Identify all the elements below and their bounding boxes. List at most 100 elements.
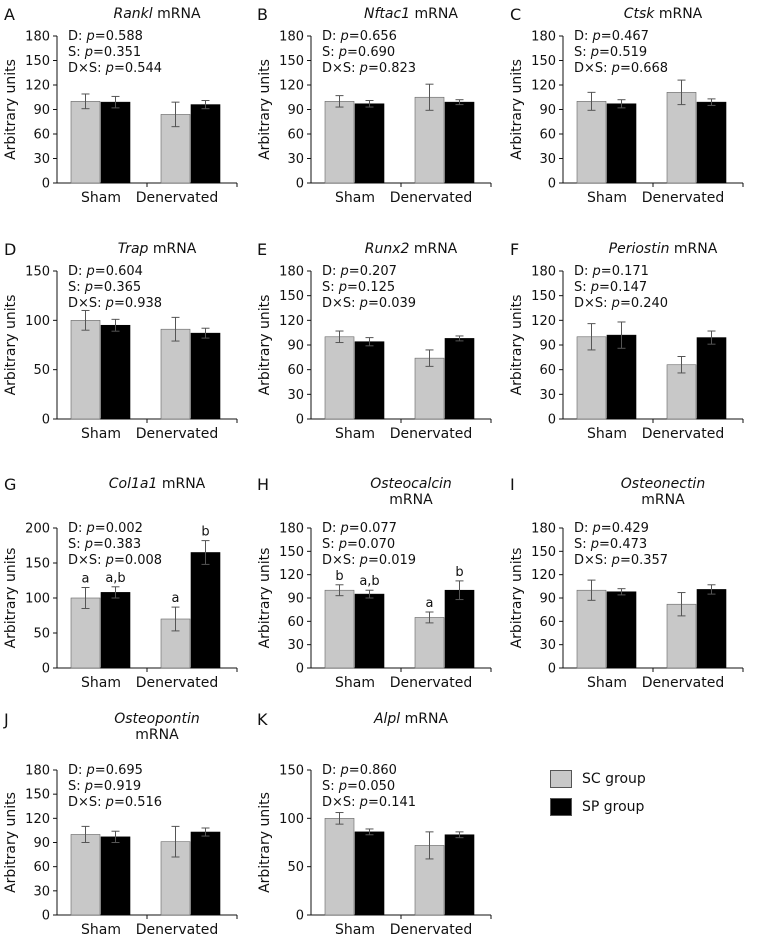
stat-line: D×S: p=0.516: [68, 795, 162, 810]
stat-p-symbol: p: [84, 537, 93, 552]
y-tick-label: 30: [287, 388, 304, 403]
x-tick-label: Denervated: [136, 190, 219, 206]
y-tick-label: 60: [33, 128, 50, 143]
chart-title: Col1a1 mRNA: [109, 476, 206, 492]
stat-p-symbol: p: [592, 29, 601, 44]
stat-line: S: p=0.473: [574, 537, 647, 552]
stat-line: D: p=0.002: [68, 521, 143, 536]
y-tick-label: 150: [279, 54, 304, 69]
stat-p-value: =0.039: [368, 296, 416, 311]
bar-sp: [606, 103, 637, 184]
x-tick-label: Denervated: [136, 426, 219, 442]
panel-letter: H: [257, 475, 269, 494]
significance-letter: b: [201, 525, 209, 540]
stat-line: D×S: p=0.668: [574, 61, 668, 76]
significance-letter: a: [172, 591, 180, 606]
y-tick-label: 100: [25, 314, 50, 329]
chart-title-gene: Nftac1: [364, 6, 410, 22]
bar-sc: [160, 328, 191, 420]
bar-sc: [324, 818, 355, 916]
y-tick-label: 30: [33, 152, 50, 167]
y-tick-label: 150: [25, 265, 50, 280]
bar-sp: [606, 591, 637, 669]
legend-label-sc: SC group: [582, 771, 646, 787]
stat-p-value: =0.467: [601, 29, 649, 44]
stat-p-value: =0.141: [368, 795, 416, 810]
stat-label: D×S:: [68, 795, 106, 810]
y-tick-label: 60: [287, 128, 304, 143]
stat-label: S:: [68, 779, 85, 794]
stat-p-value: =0.690: [347, 45, 395, 60]
y-tick-label: 30: [33, 884, 50, 899]
stat-p-symbol: p: [338, 779, 347, 794]
y-tick-label: 90: [539, 339, 556, 354]
x-tick-label: Sham: [335, 426, 375, 442]
x-tick-label: Denervated: [136, 922, 219, 934]
bar-sp: [354, 593, 385, 669]
panel-letter: C: [510, 5, 521, 24]
chart-title: Runx2 mRNA: [365, 241, 458, 257]
stat-line: S: p=0.125: [322, 280, 395, 295]
stat-p-symbol: p: [359, 61, 368, 76]
y-tick-label: 120: [531, 314, 556, 329]
y-tick-label: 120: [279, 79, 304, 94]
y-tick-label: 90: [539, 103, 556, 118]
y-tick-label: 50: [287, 860, 304, 875]
stat-line: D×S: p=0.357: [574, 553, 668, 568]
stat-p-value: =0.070: [347, 537, 395, 552]
stat-label: S:: [68, 537, 85, 552]
x-tick-label: Denervated: [136, 675, 219, 691]
y-tick-label: 60: [539, 363, 556, 378]
bar-sc: [324, 101, 355, 184]
stat-p-value: =0.919: [93, 779, 141, 794]
stat-label: D×S:: [574, 296, 612, 311]
y-tick-label: 0: [42, 909, 50, 924]
stat-p-value: =0.544: [114, 61, 162, 76]
stat-label: D:: [68, 763, 87, 778]
y-tick-label: 150: [531, 545, 556, 560]
y-axis-label: Arbitrary units: [257, 59, 273, 160]
y-tick-label: 60: [33, 860, 50, 875]
stat-p-value: =0.519: [599, 45, 647, 60]
stat-line: S: p=0.919: [68, 779, 141, 794]
stat-line: S: p=0.351: [68, 45, 141, 60]
stat-p-symbol: p: [86, 264, 95, 279]
stat-label: D:: [574, 29, 593, 44]
y-tick-label: 90: [33, 103, 50, 118]
stat-p-value: =0.008: [114, 553, 162, 568]
stat-p-symbol: p: [84, 45, 93, 60]
stat-line: D×S: p=0.019: [322, 553, 416, 568]
y-tick-label: 200: [25, 522, 50, 537]
legend: SC group SP group: [550, 768, 750, 838]
stat-p-value: =0.938: [114, 296, 162, 311]
stat-label: D×S:: [68, 61, 106, 76]
stat-label: D:: [322, 264, 341, 279]
stat-p-symbol: p: [592, 264, 601, 279]
stat-line: S: p=0.365: [68, 280, 141, 295]
stat-line: D: p=0.467: [574, 29, 649, 44]
y-tick-label: 0: [296, 909, 304, 924]
bar-sp: [190, 332, 221, 420]
significance-letter: a,b: [105, 571, 125, 586]
y-tick-label: 60: [287, 615, 304, 630]
y-tick-label: 180: [531, 522, 556, 537]
chart-title-gene: Col1a1: [109, 476, 158, 492]
stat-p-value: =0.604: [95, 264, 143, 279]
stat-label: D:: [574, 521, 593, 536]
panel-letter: G: [4, 475, 16, 494]
y-tick-label: 150: [25, 557, 50, 572]
stat-label: S:: [322, 537, 339, 552]
panel-d: D Trap mRNA Arbitrary units 0 50 100 150 Sham De…: [3, 240, 238, 442]
panel-letter: E: [257, 240, 267, 259]
y-axis-label: Arbitrary units: [509, 295, 525, 396]
y-tick-label: 120: [531, 79, 556, 94]
stat-p-symbol: p: [359, 795, 368, 810]
stat-p-value: =0.823: [368, 61, 416, 76]
bar-sc: [576, 336, 607, 420]
bar-sp: [190, 831, 221, 916]
chart-title-suffix: mRNA: [135, 727, 179, 743]
stat-p-value: =0.351: [93, 45, 141, 60]
stat-p-value: =0.171: [601, 264, 649, 279]
